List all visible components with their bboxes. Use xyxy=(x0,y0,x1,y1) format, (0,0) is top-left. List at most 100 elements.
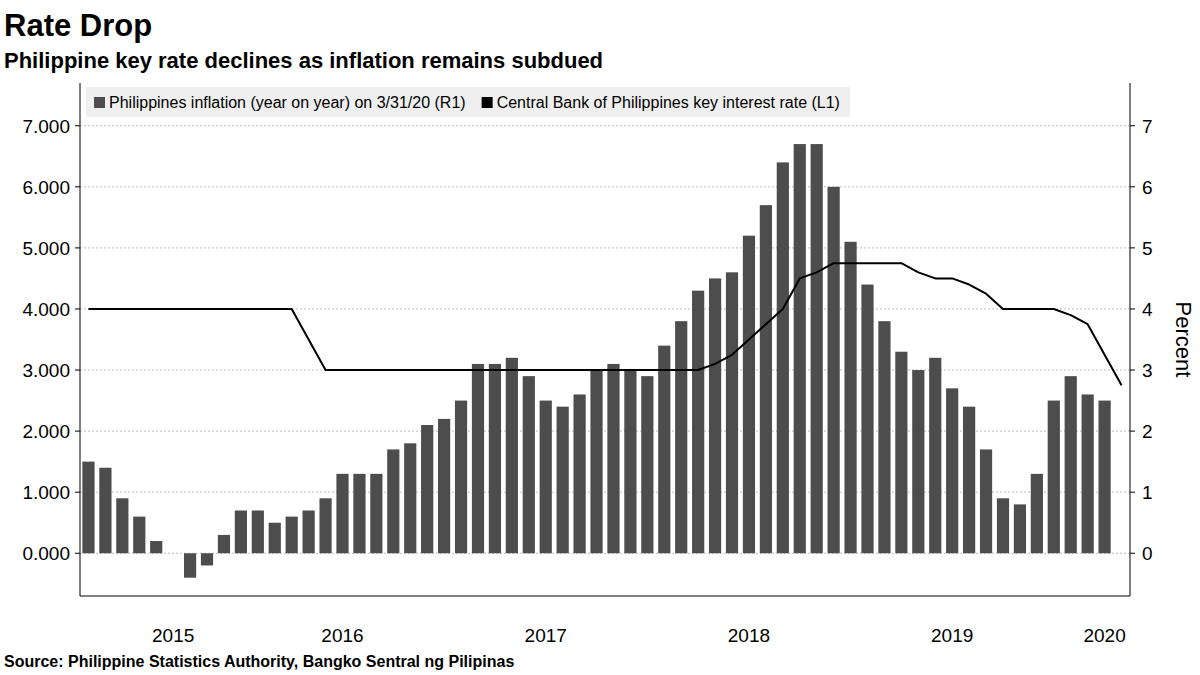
y2-tick xyxy=(1130,431,1135,432)
bar xyxy=(269,523,281,554)
x-tick-label: 2020 xyxy=(1083,625,1125,646)
bar xyxy=(472,364,484,553)
x-tick-label: 2019 xyxy=(931,625,973,646)
grid xyxy=(80,126,1130,554)
x-tick-label: 2017 xyxy=(525,625,567,646)
bar xyxy=(811,144,823,553)
bar xyxy=(1099,401,1111,554)
bar xyxy=(1082,394,1094,553)
bar xyxy=(641,376,653,553)
y-tick xyxy=(75,553,80,554)
bar xyxy=(218,535,230,553)
legend-label: Central Bank of Philippines key interest… xyxy=(497,94,840,111)
plot-area xyxy=(82,144,1121,578)
bar xyxy=(590,370,602,553)
y2-tick xyxy=(1130,492,1135,493)
y-tick-label: 3.000 xyxy=(22,360,70,381)
y2-tick xyxy=(1130,186,1135,187)
bar xyxy=(523,376,535,553)
bar xyxy=(489,364,501,553)
rate-line xyxy=(88,263,1121,385)
bar xyxy=(353,474,365,553)
y2-tick-label: 2 xyxy=(1142,421,1153,442)
grid-line xyxy=(80,247,1130,248)
y2-tick-label: 6 xyxy=(1142,177,1153,198)
legend-swatch xyxy=(482,97,493,108)
bar xyxy=(844,242,856,553)
x-tick-label: 2016 xyxy=(321,625,363,646)
bar xyxy=(980,449,992,553)
bar xyxy=(607,364,619,553)
bar xyxy=(1065,376,1077,553)
y2-axis-label: Percent xyxy=(1171,302,1196,378)
y-tick xyxy=(75,370,80,371)
bar xyxy=(201,553,213,565)
bar xyxy=(235,511,247,554)
bar xyxy=(794,144,806,553)
bar xyxy=(99,468,111,554)
x-tick-label: 2018 xyxy=(728,625,770,646)
bar xyxy=(777,162,789,553)
bar xyxy=(709,278,721,553)
bar xyxy=(438,419,450,553)
bar xyxy=(861,285,873,554)
y-tick xyxy=(75,492,80,493)
bar xyxy=(760,205,772,553)
y2-tick-label: 3 xyxy=(1142,360,1153,381)
bar xyxy=(624,370,636,553)
y2-tick-label: 4 xyxy=(1142,299,1153,320)
y-tick xyxy=(75,247,80,248)
bar xyxy=(658,346,670,554)
bar xyxy=(929,358,941,553)
bar xyxy=(150,541,162,553)
y-tick-label: 0.000 xyxy=(22,543,70,564)
bar xyxy=(319,498,331,553)
bar xyxy=(404,443,416,553)
y-tick xyxy=(75,125,80,126)
bar xyxy=(184,553,196,577)
y-tick-label: 1.000 xyxy=(22,482,70,503)
y-tick-label: 6.000 xyxy=(22,177,70,198)
bar xyxy=(743,236,755,554)
bar xyxy=(116,498,128,553)
y2-tick xyxy=(1130,370,1135,371)
grid-line xyxy=(80,125,1130,126)
bar xyxy=(726,272,738,553)
y2-tick-label: 0 xyxy=(1142,543,1153,564)
y2-tick-label: 1 xyxy=(1142,482,1153,503)
bar xyxy=(574,394,586,553)
y-tick-label: 5.000 xyxy=(22,238,70,259)
bar xyxy=(963,407,975,554)
y2-tick xyxy=(1130,125,1135,126)
y-tick-label: 2.000 xyxy=(22,421,70,442)
bar xyxy=(828,187,840,553)
legend-swatch xyxy=(94,97,105,108)
grid-line xyxy=(80,186,1130,187)
bar xyxy=(387,449,399,553)
bar xyxy=(303,511,315,554)
bar xyxy=(895,352,907,554)
bar xyxy=(167,553,179,554)
y2-tick xyxy=(1130,247,1135,248)
y-tick xyxy=(75,308,80,309)
bar xyxy=(286,517,298,554)
subtitle: Philippine key rate declines as inflatio… xyxy=(4,48,603,73)
bar xyxy=(1014,504,1026,553)
y2-tick xyxy=(1130,553,1135,554)
legend: Philippines inflation (year on year) on … xyxy=(86,87,850,117)
bar xyxy=(675,321,687,553)
y-tick xyxy=(75,186,80,187)
title: Rate Drop xyxy=(4,8,152,43)
y-tick-label: 4.000 xyxy=(22,299,70,320)
y2-tick-label: 7 xyxy=(1142,116,1153,137)
bar xyxy=(506,358,518,553)
y-tick-label: 7.000 xyxy=(22,116,70,137)
y-tick xyxy=(75,431,80,432)
y2-tick xyxy=(1130,308,1135,309)
bar xyxy=(82,462,94,554)
bar xyxy=(557,407,569,554)
bar xyxy=(692,291,704,554)
bar xyxy=(1031,474,1043,553)
bar xyxy=(421,425,433,553)
bar xyxy=(1048,401,1060,554)
